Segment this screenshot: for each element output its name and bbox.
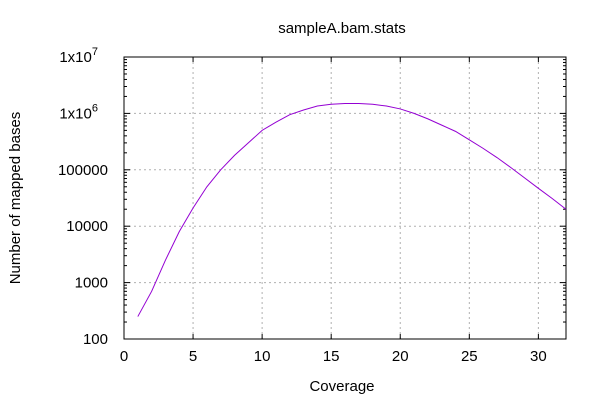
grid-lines bbox=[124, 57, 566, 339]
x-tick-label: 30 bbox=[530, 348, 547, 365]
y-axis-title: Number of mapped bases bbox=[7, 112, 24, 285]
y-tick-label: 1000 bbox=[75, 275, 108, 292]
x-tick-label: 10 bbox=[254, 348, 271, 365]
x-tick-label: 5 bbox=[189, 348, 197, 365]
y-tick-label: 100 bbox=[83, 331, 108, 348]
axis-ticks: 0 5 10 15 20 25 30 100 1000 10000 100000 1x106 1x107 bbox=[58, 46, 566, 365]
plot-frame bbox=[123, 56, 567, 340]
y-tick-exponent: 7 bbox=[92, 46, 98, 58]
series-line bbox=[137, 102, 567, 317]
series-layer bbox=[137, 102, 567, 317]
x-tick-label: 20 bbox=[392, 348, 409, 365]
chart-title: sampleA.bam.stats bbox=[278, 20, 406, 37]
y-tick-label: 100000 bbox=[58, 162, 108, 179]
x-axis-title: Coverage bbox=[309, 378, 374, 395]
x-tick-label: 25 bbox=[461, 348, 478, 365]
y-tick-label: 1x107 bbox=[59, 46, 98, 66]
y-tick-exponent: 6 bbox=[92, 102, 98, 114]
x-tick-label: 15 bbox=[323, 348, 340, 365]
y-tick-label: 10000 bbox=[66, 218, 108, 235]
y-tick-label: 1x106 bbox=[59, 102, 98, 122]
x-tick-label: 0 bbox=[120, 348, 128, 365]
